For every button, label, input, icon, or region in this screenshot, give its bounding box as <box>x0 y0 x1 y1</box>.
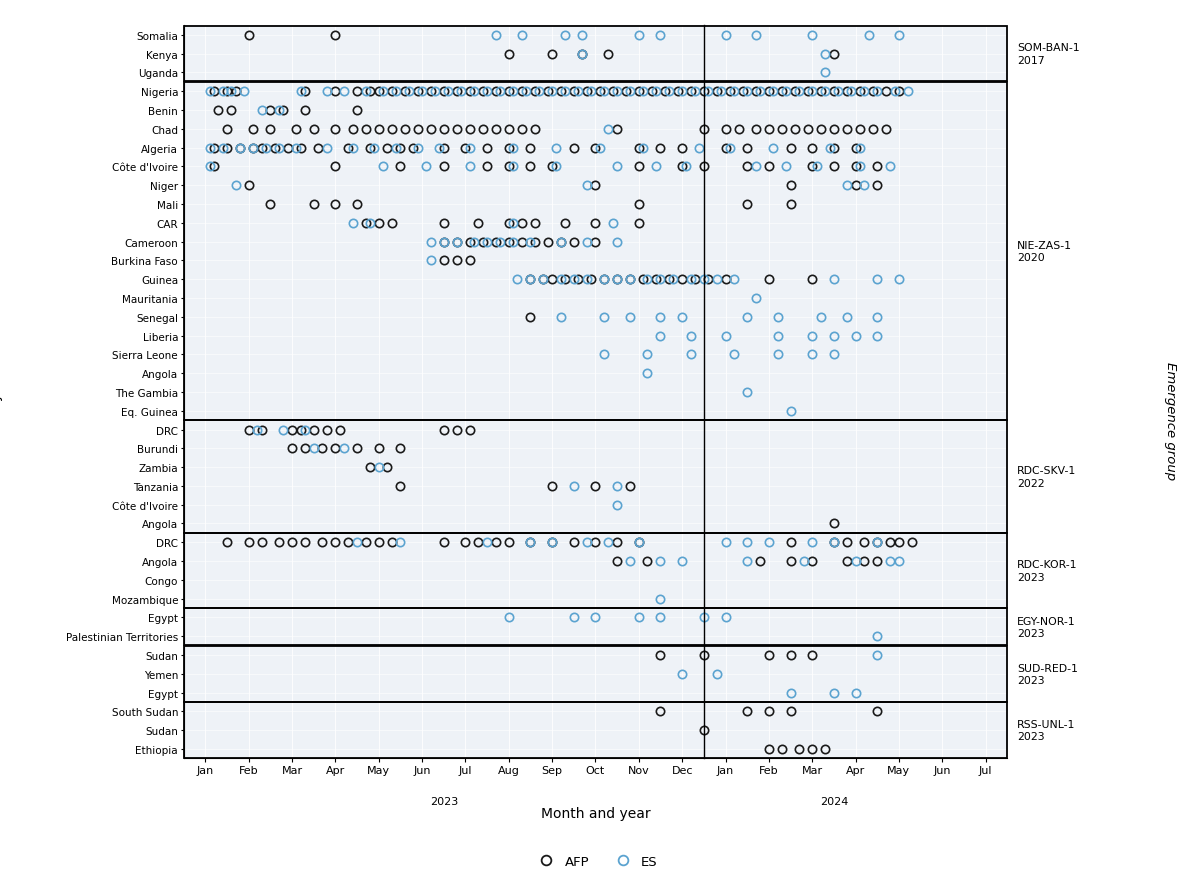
Text: RSS-UNL-1
2023: RSS-UNL-1 2023 <box>1017 719 1076 742</box>
Y-axis label: Country or area: Country or area <box>0 338 4 447</box>
Bar <box>184 83 1007 420</box>
X-axis label: Month and year: Month and year <box>540 806 651 820</box>
Bar <box>184 26 1007 82</box>
Text: RDC-SKV-1
2022: RDC-SKV-1 2022 <box>1017 466 1076 488</box>
Bar <box>184 609 1007 645</box>
Text: SUD-RED-1
2023: SUD-RED-1 2023 <box>1017 663 1078 685</box>
Text: SOM-BAN-1
2017: SOM-BAN-1 2017 <box>1017 43 1080 66</box>
Bar <box>184 421 1007 533</box>
Text: Emergence group: Emergence group <box>1165 362 1177 480</box>
Text: NIE-ZAS-1
2020: NIE-ZAS-1 2020 <box>1017 240 1072 263</box>
Bar <box>184 702 1007 759</box>
Text: 2024: 2024 <box>820 796 848 806</box>
Text: EGY-NOR-1
2023: EGY-NOR-1 2023 <box>1017 616 1076 638</box>
Bar <box>184 534 1007 608</box>
Legend: AFP, ES: AFP, ES <box>529 850 662 873</box>
Text: RDC-KOR-1
2023: RDC-KOR-1 2023 <box>1017 560 1077 582</box>
Text: 2023: 2023 <box>430 796 457 806</box>
Bar <box>184 646 1007 702</box>
